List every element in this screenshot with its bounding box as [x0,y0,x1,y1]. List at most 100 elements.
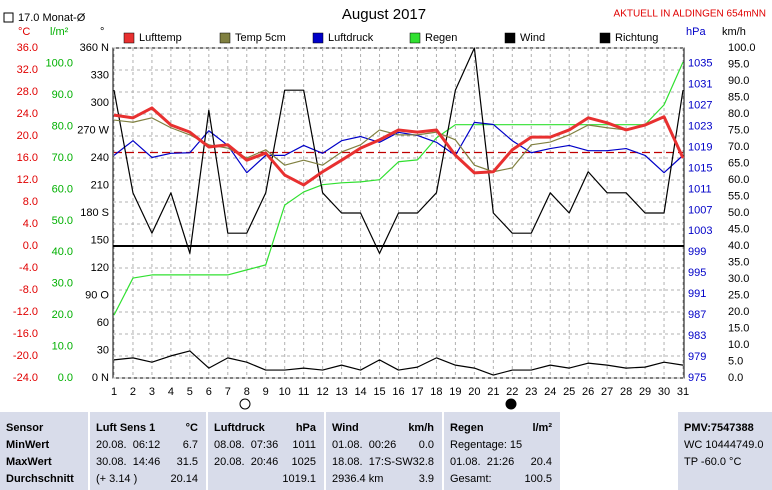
y3ticks-tick-label: 0.0 [58,372,73,384]
y2ticks-tick-label: 991 [688,288,706,300]
y5ticks-tick-label: 50.0 [728,207,749,219]
table-panel: PMV:7547388 WC 10444749.0 TP -60.0 °C [678,412,772,490]
x-tick-label: 20 [468,386,480,398]
table-cell: 01.08. 00:26 [332,439,397,451]
table-cell: Regentage: 15 [450,439,523,451]
table-cell: °C [185,422,198,434]
y2ticks-tick-label: 995 [688,267,706,279]
y3ticks-tick-label: 50.0 [52,215,73,227]
y3ticks-tick-label: 80.0 [52,120,73,132]
yticks-tick-label: 8.0 [23,196,38,208]
y3ticks-tick-label: 70.0 [52,152,73,164]
new-moon-icon [505,398,517,410]
y5ticks-tick-label: 40.0 [728,240,749,252]
y2ticks-tick-label: 999 [688,246,706,258]
y5ticks-tick-label: 95.0 [728,58,749,70]
y4ticks-tick-label: 90 O [85,289,109,301]
y3ticks-tick-label: 60.0 [52,183,73,195]
y2ticks-tick-label: 1023 [688,120,712,132]
yticks-tick-label: -24.0 [13,372,38,384]
y2ticks-tick-label: 1011 [688,183,712,195]
x-tick-label: 6 [206,386,212,398]
table-cell: Regen [450,422,484,434]
yticks-tick-label: -12.0 [13,306,38,318]
x-tick-label: 29 [639,386,651,398]
x-tick-label: 24 [544,386,556,398]
x-tick-label: 10 [279,386,291,398]
x-tick-label: 19 [449,386,461,398]
full-moon-icon [239,398,251,410]
table-cell: 20.08. 20:46 [214,456,279,468]
y5ticks-tick-label: 70.0 [728,141,749,153]
y5ticks-tick-label: 30.0 [728,273,749,285]
y4ticks-tick-label: 30 [97,344,109,356]
table-cell: 20.14 [170,473,198,485]
y2ticks-tick-label: 1007 [688,204,712,216]
y4ticks-tick-label: 240 [91,152,109,164]
x-tick-label: 12 [317,386,329,398]
x-tick-label: 30 [658,386,670,398]
y5ticks-tick-label: 80.0 [728,108,749,120]
legend-swatch [219,32,231,44]
x-tick-label: 21 [487,386,499,398]
table-cell: 1019.1 [282,473,316,485]
table-cell: 3.9 [418,473,434,485]
legend-swatch [504,32,516,44]
table-cell: WC 10444749.0 [684,439,764,451]
x-tick-label: 18 [430,386,442,398]
table-cell: km/h [408,422,434,434]
yticks-tick-label: 36.0 [17,42,38,54]
y5ticks-tick-label: 60.0 [728,174,749,186]
y2ticks-tick-label: 979 [688,351,706,363]
y2ticks-tick-label: 983 [688,330,706,342]
y4ticks-tick-label: 300 [91,97,109,109]
x-tick-label: 7 [225,386,231,398]
x-tick-label: 17 [411,386,423,398]
table-cell: 01.08. 21:26 [450,456,515,468]
y5ticks-tick-label: 90.0 [728,75,749,87]
y3ticks-tick-label: 90.0 [52,89,73,101]
y2ticks-tick-label: 987 [688,309,706,321]
avg-icon [3,12,14,23]
table-panel: Wind km/h 01.08. 00:26 0.0 18.08. 17:S-SW 32.… [326,412,442,490]
y2ticks-tick-label: 1019 [688,141,712,153]
yticks-tick-label: 28.0 [17,86,38,98]
table-cell: hPa [295,422,316,434]
y5ticks-tick-label: 65.0 [728,157,749,169]
y5ticks-tick-label: 35.0 [728,256,749,268]
table-cell: 20.08. 06:12 [96,439,161,451]
series-line [113,350,684,376]
x-tick-label: 15 [373,386,385,398]
y5ticks-tick-label: 25.0 [728,289,749,301]
wind-axis-unit: km/h [722,26,746,38]
x-tick-label: 31 [677,386,689,398]
table-cell: Luft Sens 1 [96,422,156,434]
y5ticks-tick-label: 55.0 [728,190,749,202]
y4ticks-tick-label: 270 W [77,124,109,136]
y2ticks-tick-label: 1035 [688,58,712,70]
table-cell: MinWert [6,439,50,451]
table-cell: TP -60.0 °C [684,456,742,468]
x-tick-label: 22 [506,386,518,398]
legend-label: Richtung [615,32,658,44]
table-panel: Luftdruck hPa 08.08. 07:36 1011 20.08. 20:46… [208,412,324,490]
table-cell: 2936.4 km [332,473,384,485]
y2ticks-tick-label: 1027 [688,100,712,112]
y5ticks-tick-label: 20.0 [728,306,749,318]
table-panel: Regen l/m² Regentage: 15 01.08. 21:26 20.4 Ge… [444,412,560,490]
table-cell: (+ 3.14 ) [96,473,138,485]
y2ticks-tick-label: 975 [688,372,706,384]
table-cell: MaxWert [6,456,52,468]
y5ticks-tick-label: 45.0 [728,223,749,235]
y4ticks-tick-label: 60 [97,317,109,329]
legend-label: Lufttemp [139,32,182,44]
yticks-tick-label: 4.0 [23,218,38,230]
legend-swatch [312,32,324,44]
table-cell: Durchschnitt [6,473,74,485]
yticks-tick-label: 0.0 [23,240,38,252]
yticks-tick-label: -20.0 [13,350,38,362]
y4ticks-tick-label: 0 N [92,372,109,384]
y5ticks-tick-label: 100.0 [728,42,756,54]
dir-axis-unit: ° [100,26,104,38]
